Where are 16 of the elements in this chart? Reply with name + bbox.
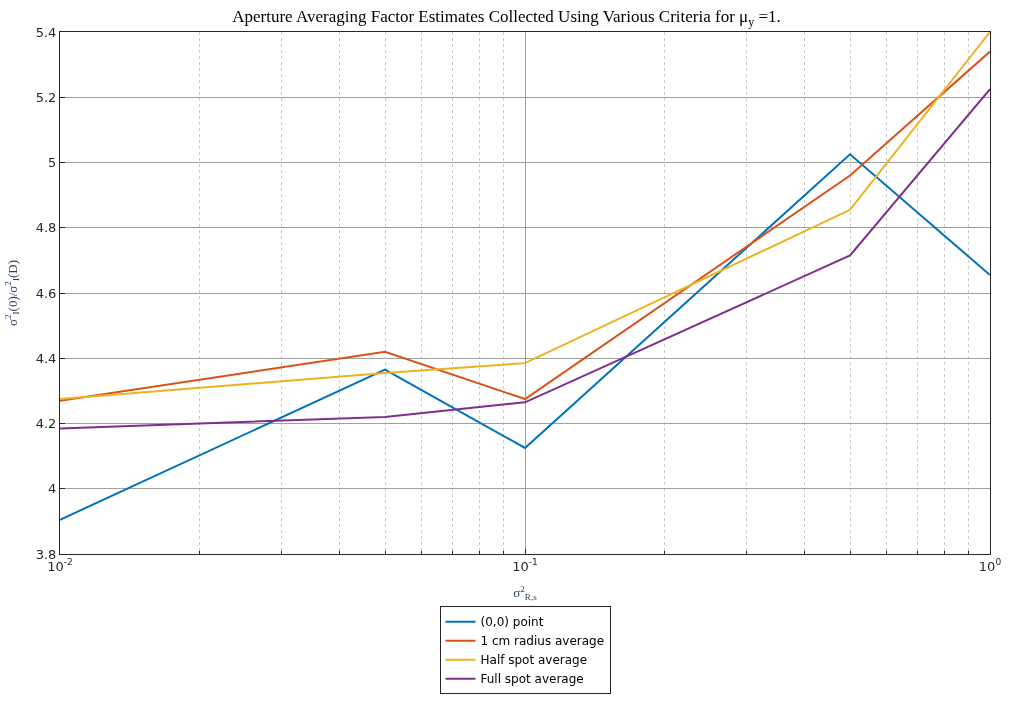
- y-tick-label: 4.8: [35, 220, 57, 236]
- legend-label: Half spot average: [480, 653, 588, 668]
- legend-label: (0,0) point: [480, 615, 544, 630]
- x-tick-label: 10$^{0}$: [978, 557, 1002, 574]
- legend-label: 1 cm radius average: [480, 634, 605, 649]
- y-tick-label: 4: [48, 481, 57, 497]
- y-tick-label: 5.2: [35, 89, 57, 105]
- chart-title: Aperture Averaging Factor Estimates Collected Using Various Criteria for μ$_{y}$ =1.: [232, 7, 781, 30]
- y-tick-label: 3.8: [35, 546, 57, 562]
- y-tick-label: 4.6: [35, 285, 57, 301]
- y-tick-label: 4.4: [35, 350, 57, 366]
- y-tick-label: 5: [48, 155, 57, 171]
- y-tick-label: 5.4: [35, 24, 57, 40]
- x-tick-label: 10$^{-1}$: [512, 557, 538, 574]
- legend-label: Full spot average: [480, 672, 584, 687]
- y-tick-label: 4.2: [35, 416, 57, 432]
